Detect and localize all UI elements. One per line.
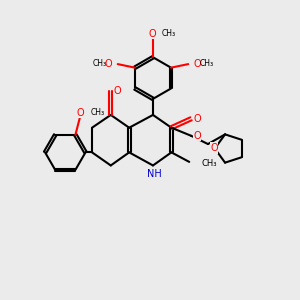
Text: O: O xyxy=(148,29,156,39)
Text: CH₃: CH₃ xyxy=(200,59,214,68)
Text: O: O xyxy=(193,114,201,124)
Text: O: O xyxy=(105,58,112,68)
Text: O: O xyxy=(76,108,84,118)
Text: NH: NH xyxy=(147,169,162,179)
Text: CH₃: CH₃ xyxy=(92,59,106,68)
Text: O: O xyxy=(193,131,201,141)
Text: O: O xyxy=(210,143,218,153)
Text: CH₃: CH₃ xyxy=(90,108,104,117)
Text: CH₃: CH₃ xyxy=(162,29,176,38)
Text: O: O xyxy=(194,58,201,68)
Text: CH₃: CH₃ xyxy=(202,159,217,168)
Text: O: O xyxy=(113,86,121,96)
